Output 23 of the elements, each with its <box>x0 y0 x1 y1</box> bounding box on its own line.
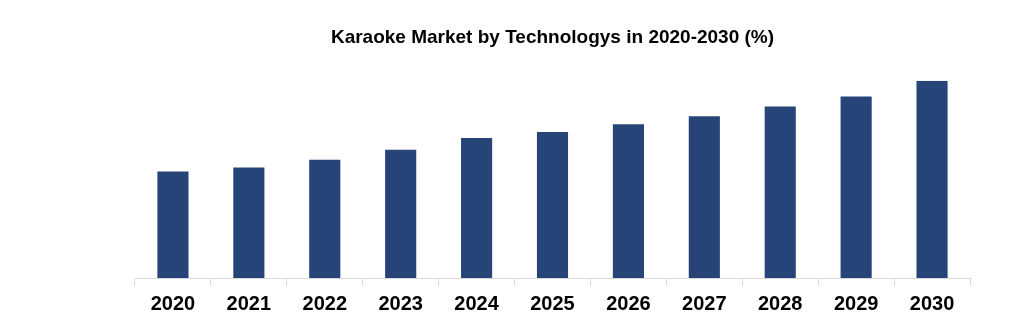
x-tick-label: 2029 <box>833 291 879 314</box>
x-tick-label: 2025 <box>530 291 575 314</box>
bar <box>536 132 569 278</box>
bar <box>916 80 948 278</box>
bar <box>309 159 341 278</box>
bar <box>764 106 796 278</box>
x-tick-label: 2030 <box>909 291 955 314</box>
bar <box>612 124 644 278</box>
bar <box>688 116 720 278</box>
x-tick-label: 2021 <box>226 291 272 314</box>
x-tick-label: 2023 <box>378 291 423 314</box>
x-tick-label: 2028 <box>757 291 803 314</box>
bar <box>233 167 265 278</box>
bar <box>840 96 872 278</box>
bar <box>385 149 417 278</box>
bar <box>157 171 189 278</box>
x-tick-label: 2022 <box>302 291 348 314</box>
x-tick-label: 2026 <box>606 291 651 314</box>
chart-title: Karaoke Market by Technologys in 2020-2030 (%) <box>330 25 775 47</box>
x-tick-label: 2027 <box>682 291 727 314</box>
x-tick-label: 2024 <box>454 291 500 314</box>
bar <box>461 137 493 278</box>
x-tick-label: 2020 <box>150 291 196 314</box>
